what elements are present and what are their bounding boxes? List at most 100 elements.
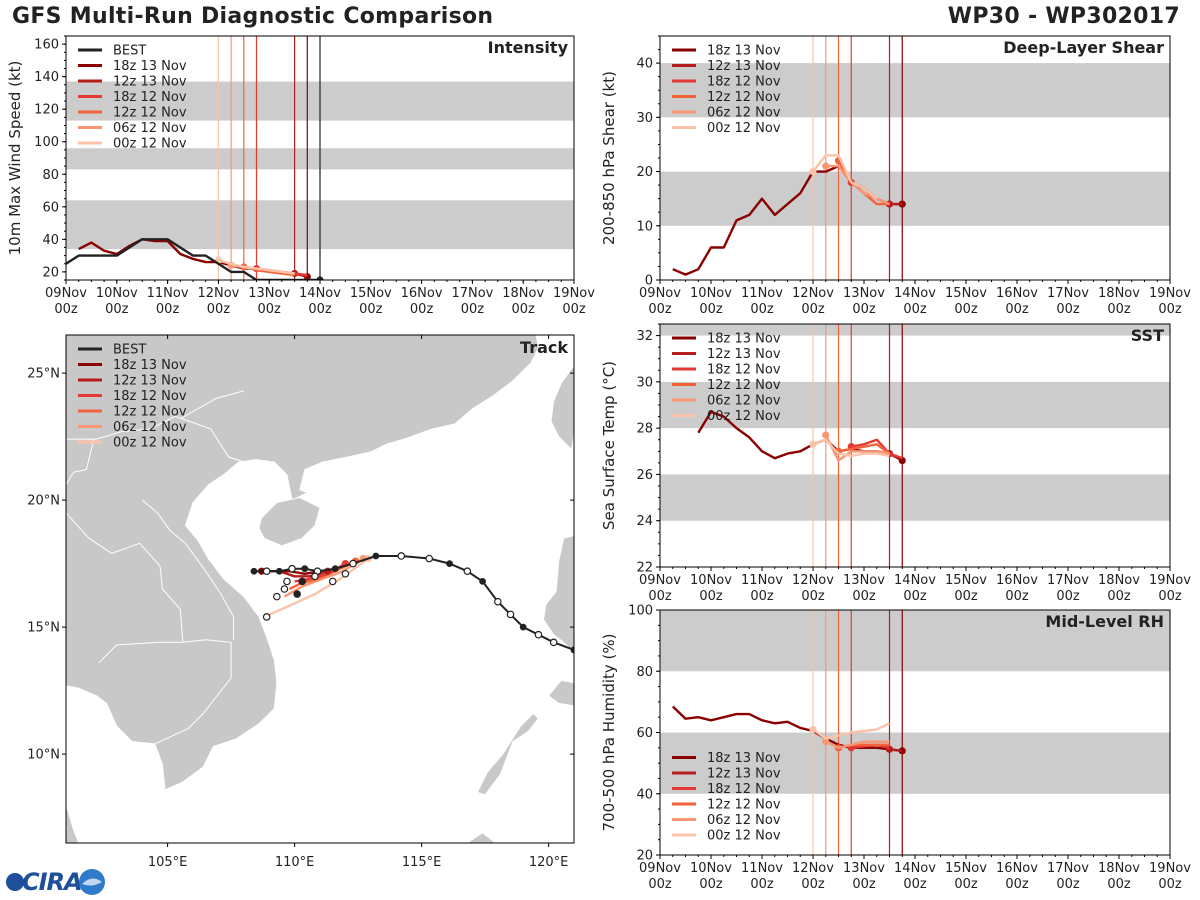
cira-logo <box>6 869 105 895</box>
legend-label: 00z 12 Nov <box>113 137 187 152</box>
track-position-marker <box>293 590 301 598</box>
x-tick-label-day: 18Nov <box>1098 861 1140 876</box>
x-tick-label-day: 12Nov <box>792 286 834 301</box>
map-frame <box>65 334 575 844</box>
legend-label: 00z 12 Nov <box>113 436 187 451</box>
y-tick-label: 160 <box>34 38 59 53</box>
y-tick-label: 140 <box>34 70 59 85</box>
y-tick-label: 30 <box>636 375 653 390</box>
series-marker <box>822 162 830 170</box>
x-tick-label-hour: 00z <box>1056 877 1080 892</box>
y-axis-label: 10m Max Wind Speed (kt) <box>6 61 24 256</box>
x-tick-label-hour: 00z <box>954 877 978 892</box>
legend-label: 06z 12 Nov <box>707 813 781 828</box>
panel-title: Track <box>520 338 568 357</box>
peninsula <box>66 685 80 843</box>
series-marker <box>822 431 830 439</box>
x-tick-label-day: 15Nov <box>945 286 987 301</box>
x-tick-label-day: 10Nov <box>96 286 138 301</box>
best-track-point-open <box>534 630 543 639</box>
x-tick-label-hour: 00z <box>1005 877 1029 892</box>
y-tick-label: 80 <box>42 168 59 183</box>
x-tick-label-hour: 00z <box>648 302 672 317</box>
mindoro-island <box>548 679 574 707</box>
x-tick-label-day: 18Nov <box>1098 286 1140 301</box>
x-tick-label-hour: 00z <box>801 589 825 604</box>
x-tick-label-day: 19Nov <box>553 286 595 301</box>
x-tick-label-day: 19Nov <box>1149 573 1191 588</box>
border-laos-vietnam <box>141 499 235 640</box>
legend-label: BEST <box>113 44 146 59</box>
shaded-band <box>660 324 1170 336</box>
x-tick-label-day: 15Nov <box>350 286 392 301</box>
legend-label: 00z 12 Nov <box>707 829 781 844</box>
x-tick-label-day: 13Nov <box>843 286 885 301</box>
track-position-marker <box>283 577 291 586</box>
y-tick-label: 32 <box>636 329 653 344</box>
legend-label: 18z 12 Nov <box>707 75 781 90</box>
panel-title: Mid-Level RH <box>1045 612 1164 631</box>
x-tick-label-hour: 00z <box>1158 877 1182 892</box>
x-tick-label-day: 15Nov <box>945 861 987 876</box>
storm-id: WP30 - WP302017 <box>947 4 1180 29</box>
x-tick-label-hour: 00z <box>1107 302 1131 317</box>
x-tick-label-hour: 00z <box>1005 589 1029 604</box>
x-tick-label-day: 14Nov <box>894 286 936 301</box>
x-tick-label-hour: 00z <box>903 302 927 317</box>
border-laos-thailand <box>66 512 184 643</box>
track-position-marker <box>280 585 289 593</box>
legend-label: 12z 12 Nov <box>113 106 187 121</box>
mainland <box>66 335 539 791</box>
x-tick-label-day: 18Nov <box>502 286 544 301</box>
track-position-marker <box>311 572 319 581</box>
y-tick-label: 60 <box>42 200 59 215</box>
y-tick-label: 60 <box>636 726 653 741</box>
legend-label: 18z 13 Nov <box>113 358 187 373</box>
best-track-point-open <box>493 597 502 606</box>
y-tick-label: 100 <box>34 135 59 150</box>
series-line <box>812 154 878 200</box>
x-tick-label-day: 11Nov <box>147 286 189 301</box>
legend-label: 18z 12 Nov <box>113 90 187 105</box>
best-track-point-open <box>463 567 472 576</box>
x-tick-label-hour: 00z <box>903 877 927 892</box>
y-tick-label: 22 <box>636 561 653 576</box>
shaded-band <box>660 171 1170 226</box>
x-tick-label-hour: 00z <box>750 589 774 604</box>
panel-intensity: 2040608010012014016009Nov00z10Nov00z11No… <box>6 35 595 317</box>
series-line <box>825 164 890 206</box>
legend-label: 18z 12 Nov <box>113 389 187 404</box>
best-track-point-open <box>506 610 515 619</box>
y-tick-label: 20 <box>636 849 653 864</box>
legend-label: 12z 13 Nov <box>707 767 781 782</box>
map-area <box>66 335 574 843</box>
x-tick-label-hour: 00z <box>461 302 485 317</box>
x-tick-label-day: 16Nov <box>996 573 1038 588</box>
x-tick-label-day: 13Nov <box>843 573 885 588</box>
legend-label: 12z 12 Nov <box>707 378 781 393</box>
x-tick-label-hour: 00z <box>1107 589 1131 604</box>
legend-label: 18z 13 Nov <box>113 59 187 74</box>
x-tick-label-day: 17Nov <box>451 286 493 301</box>
x-tick-label-day: 10Nov <box>690 573 732 588</box>
x-tick-label-hour: 00z <box>801 877 825 892</box>
best-track-point-open <box>349 559 357 568</box>
borneo-coast <box>466 832 496 843</box>
best-track-point <box>519 623 527 631</box>
shaded-band <box>660 474 1170 521</box>
x-tick-label-day: 09Nov <box>45 286 87 301</box>
palawan-island <box>476 712 539 796</box>
series-marker <box>316 276 324 280</box>
legend-label: 06z 12 Nov <box>113 420 187 435</box>
border-cambodia <box>98 639 232 745</box>
x-tick-label-hour: 00z <box>852 302 876 317</box>
x-tick-label-hour: 00z <box>54 302 78 317</box>
taiwan-island <box>550 364 574 451</box>
best-track-point <box>250 567 258 575</box>
legend-label: 12z 13 Nov <box>707 347 781 362</box>
x-tick-label-hour: 00z <box>1005 302 1029 317</box>
x-tick-label-hour: 00z <box>308 302 332 317</box>
series-line <box>66 238 320 280</box>
x-tick-label-hour: 00z <box>359 302 383 317</box>
